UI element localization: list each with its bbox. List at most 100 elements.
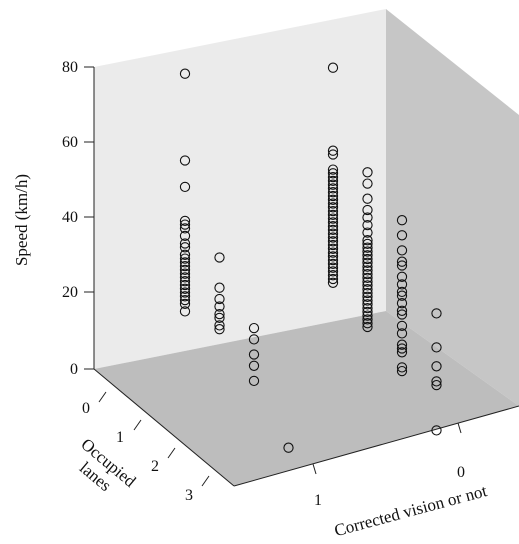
data-point xyxy=(396,298,408,309)
data-point xyxy=(327,213,339,224)
y-tick-mark xyxy=(133,419,142,431)
data-point xyxy=(396,279,408,290)
floor xyxy=(94,311,519,486)
data-point xyxy=(327,239,339,251)
data-point xyxy=(362,227,373,238)
data-point xyxy=(362,212,373,223)
data-point xyxy=(431,342,442,353)
data-point xyxy=(327,205,339,217)
data-point xyxy=(396,271,408,282)
data-point xyxy=(362,253,373,265)
data-point xyxy=(179,276,191,287)
data-point xyxy=(179,272,191,283)
data-point xyxy=(362,268,373,280)
x-tick-mark xyxy=(312,463,317,475)
data-point xyxy=(214,308,225,320)
data-point xyxy=(248,349,260,360)
data-point xyxy=(327,190,339,202)
data-point xyxy=(362,250,373,261)
data-point xyxy=(179,242,191,253)
data-point xyxy=(179,68,191,79)
data-point xyxy=(214,324,225,335)
data-point xyxy=(396,328,408,339)
data-point xyxy=(179,219,191,230)
data-point xyxy=(248,360,260,371)
data-point xyxy=(179,279,191,291)
data-point xyxy=(179,294,191,306)
data-point xyxy=(327,187,339,198)
data-point xyxy=(327,198,339,209)
data-point xyxy=(327,266,339,277)
data-point xyxy=(327,254,339,266)
data-point xyxy=(396,305,408,316)
data-point xyxy=(362,314,373,325)
data-point xyxy=(179,268,191,279)
data-point xyxy=(327,179,339,190)
data-point xyxy=(327,149,339,160)
data-point xyxy=(214,282,225,293)
z-tick-label: 0 xyxy=(70,361,78,378)
data-point xyxy=(431,361,442,372)
y-tick-label: 3 xyxy=(185,487,193,504)
data-point xyxy=(327,164,339,175)
data-point xyxy=(396,362,408,373)
data-point xyxy=(362,280,373,291)
data-point xyxy=(327,247,339,258)
data-point xyxy=(283,442,294,453)
data-points xyxy=(179,62,442,453)
data-point xyxy=(396,245,408,256)
y-tick-label: 2 xyxy=(151,458,159,475)
data-point xyxy=(327,168,339,179)
data-point xyxy=(362,284,373,295)
side-wall xyxy=(386,9,519,406)
data-point xyxy=(179,238,191,249)
data-point xyxy=(248,322,260,334)
data-point xyxy=(214,252,225,263)
data-point xyxy=(362,321,373,333)
y-axis-title: Occupiedlanes xyxy=(65,435,140,506)
data-point xyxy=(214,312,225,324)
z-axis-title: Speed (km/h) xyxy=(12,174,31,266)
data-point xyxy=(327,62,339,73)
data-point xyxy=(362,287,373,299)
data-point xyxy=(396,343,408,354)
data-point xyxy=(396,365,408,377)
z-tick-label: 60 xyxy=(62,134,78,151)
data-point xyxy=(396,215,408,226)
data-point xyxy=(327,209,339,221)
data-point xyxy=(214,293,225,305)
data-point xyxy=(362,261,373,272)
data-point xyxy=(362,242,373,253)
data-point xyxy=(179,291,191,302)
data-point xyxy=(362,204,373,216)
data-point xyxy=(362,178,373,189)
data-point xyxy=(327,171,339,183)
z-tick-label: 20 xyxy=(62,284,78,301)
data-point xyxy=(327,251,339,262)
y-tick-mark xyxy=(201,475,210,487)
data-point xyxy=(327,228,339,239)
data-point xyxy=(362,167,373,178)
data-point xyxy=(362,265,373,276)
y-tick-label: 0 xyxy=(82,400,90,417)
data-point xyxy=(179,298,191,310)
data-point xyxy=(327,270,339,281)
data-point xyxy=(362,276,373,287)
data-point xyxy=(179,230,191,242)
data-point xyxy=(362,257,373,268)
data-point xyxy=(362,302,373,314)
data-point xyxy=(327,258,339,270)
data-point xyxy=(327,221,339,232)
data-point xyxy=(396,286,408,298)
data-point xyxy=(431,308,442,319)
data-point xyxy=(431,376,442,387)
data-point xyxy=(396,260,408,271)
data-point xyxy=(362,193,373,204)
data-point xyxy=(362,219,373,231)
data-point xyxy=(214,320,225,331)
data-point xyxy=(396,320,408,332)
data-point xyxy=(362,318,373,329)
data-point xyxy=(396,309,408,320)
y-axis-line xyxy=(93,368,235,487)
